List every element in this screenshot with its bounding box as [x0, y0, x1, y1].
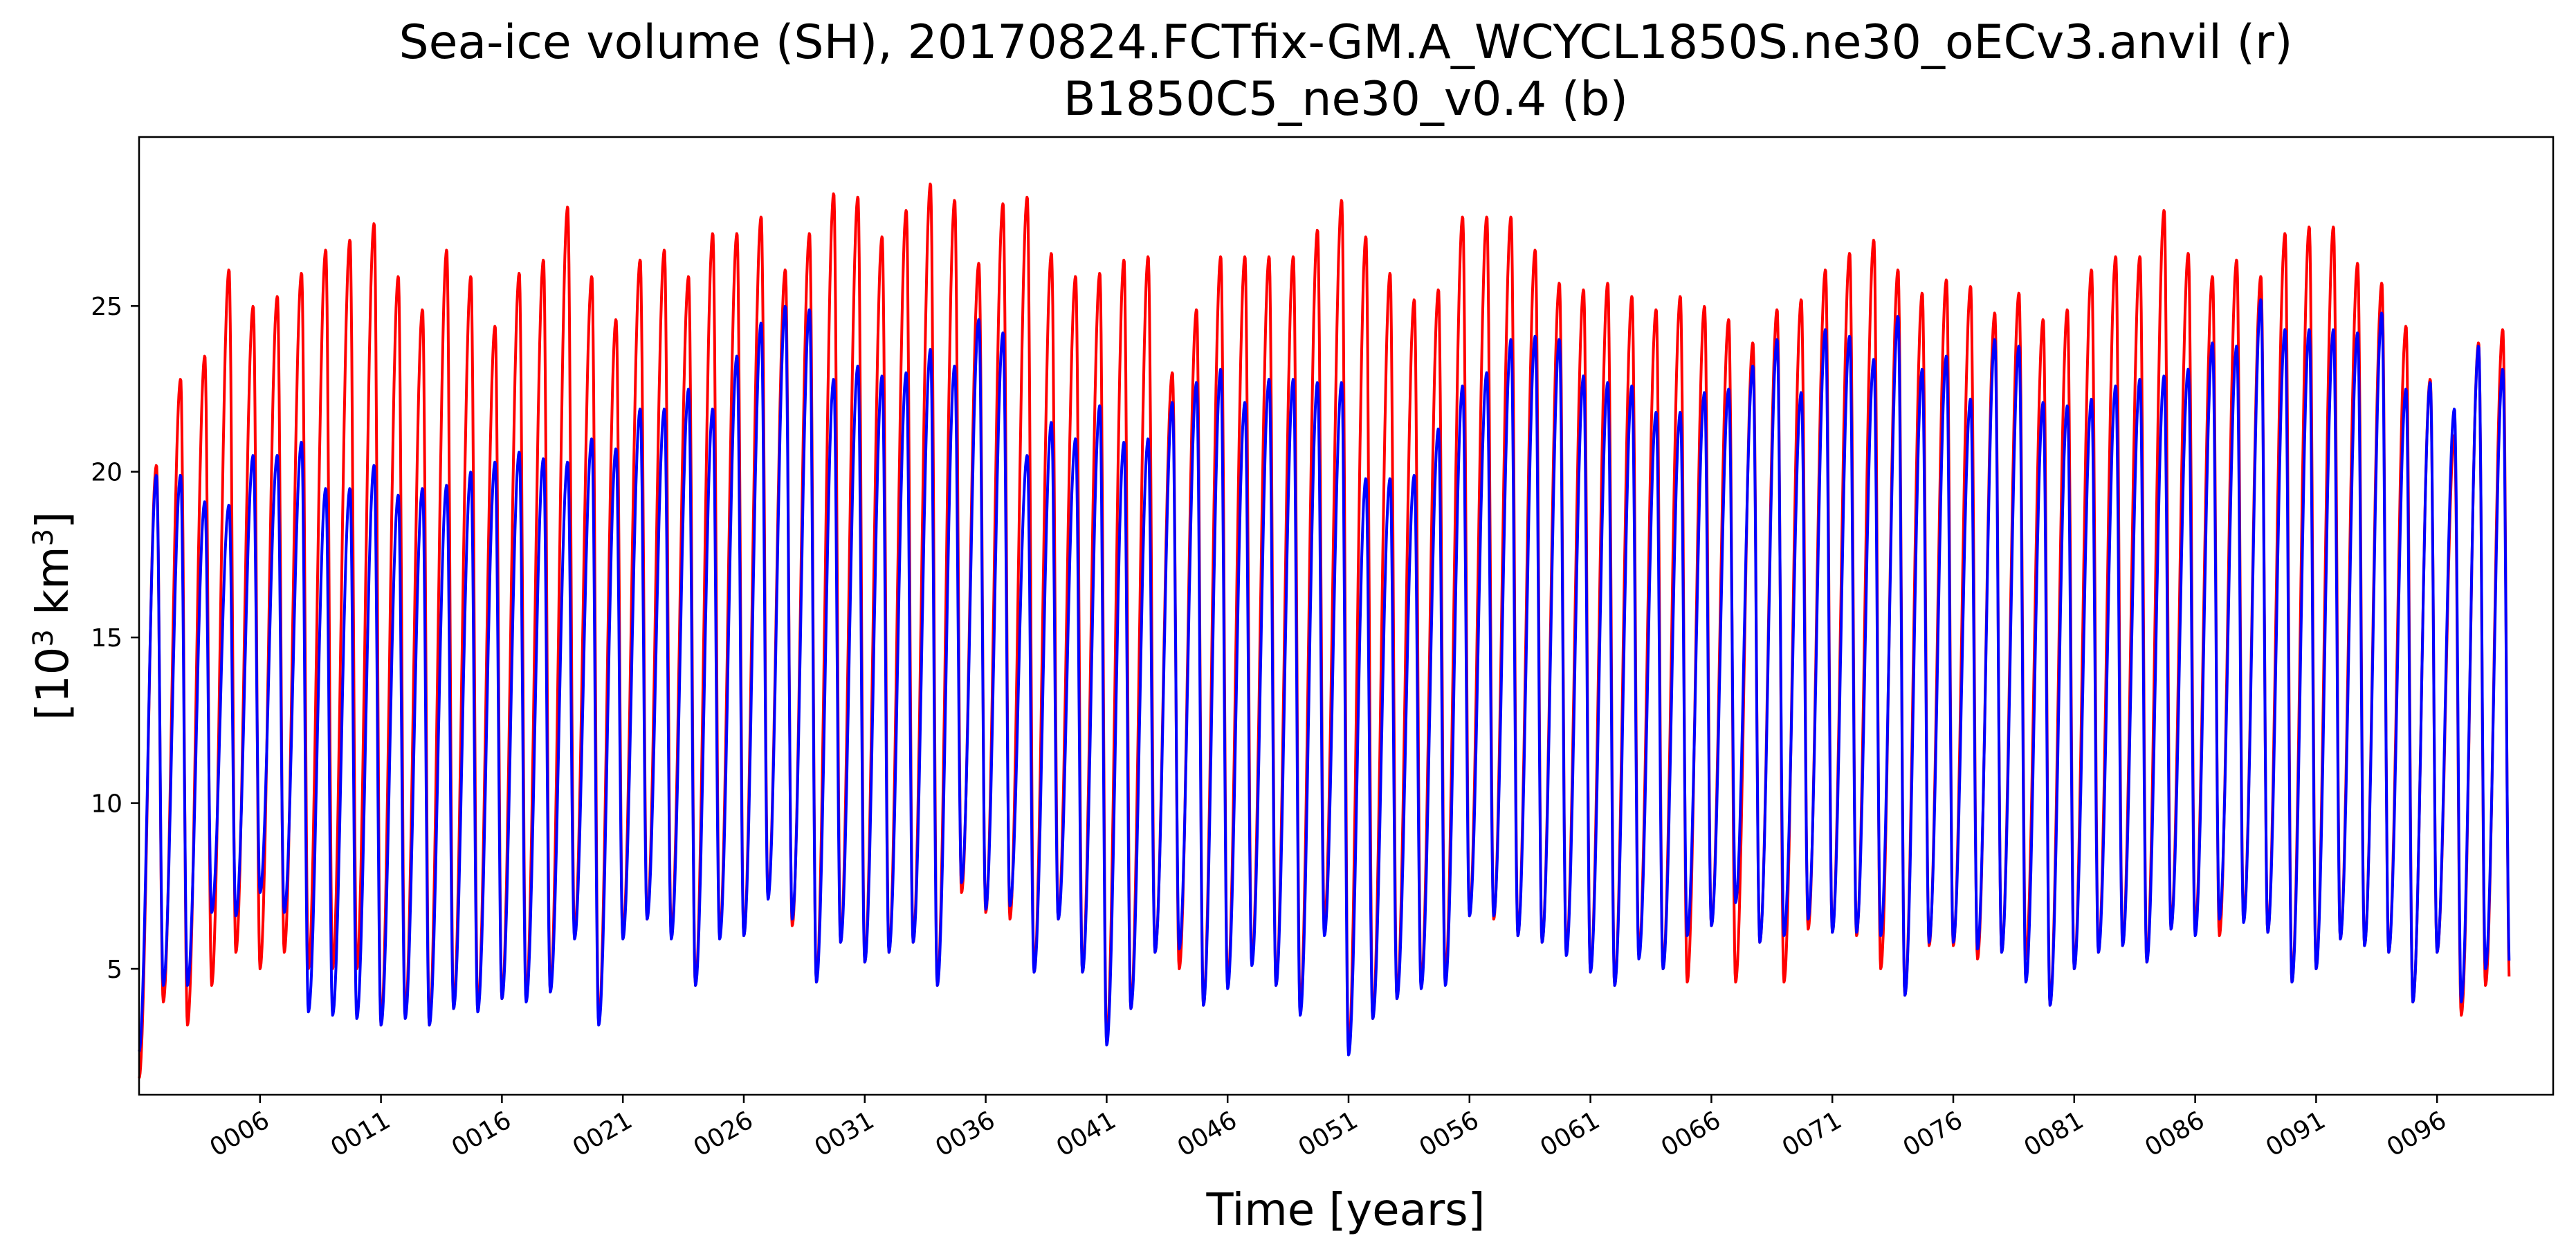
x-tick-label: 0056 [1414, 1106, 1483, 1162]
series-layer [138, 182, 2511, 1079]
x-tick-label: 0006 [205, 1106, 274, 1162]
x-tick-label: 0096 [2382, 1106, 2451, 1162]
y-axis-label: [103 km3] [28, 511, 79, 720]
x-tick-label: 0041 [1052, 1106, 1121, 1162]
x-tick-label: 0076 [1899, 1106, 1968, 1162]
plot-frame [138, 136, 2555, 1096]
chart-subtitle: B1850C5_ne30_v0.4 (b) [1063, 72, 1629, 127]
x-tick-label: 0086 [2140, 1106, 2209, 1162]
y-tick-label: 15 [91, 624, 122, 653]
x-tick-label: 0011 [326, 1106, 395, 1162]
x-axis: 0006 0011 0016 0021 0026 0031 0036 0041 0046 0051… [205, 1095, 2451, 1163]
x-tick-label: 0081 [2019, 1106, 2088, 1162]
x-tick-label: 0091 [2261, 1106, 2330, 1162]
x-tick-label: 0021 [568, 1106, 637, 1162]
y-tick-label: 25 [91, 293, 122, 321]
x-tick-label: 0016 [447, 1106, 516, 1162]
x-axis-label: Time [years] [1205, 1185, 1485, 1236]
x-tick-label: 0071 [1778, 1106, 1847, 1162]
x-tick-label: 0066 [1656, 1106, 1726, 1162]
y-tick-label: 10 [91, 790, 122, 819]
x-tick-label: 0046 [1173, 1106, 1242, 1162]
x-tick-label: 0031 [810, 1106, 879, 1162]
x-tick-label: 0051 [1294, 1106, 1363, 1162]
chart-title: Sea-ice volume (SH), 20170824.FCTfix-GM.… [399, 15, 2293, 70]
series-line-0 [138, 182, 2511, 1079]
x-tick-label: 0026 [689, 1106, 758, 1162]
x-tick-label: 0061 [1535, 1106, 1605, 1162]
x-tick-label: 0036 [931, 1106, 1000, 1162]
series-line-1 [138, 298, 2511, 1057]
y-tick-label: 5 [107, 956, 122, 984]
y-tick-label: 20 [91, 459, 122, 487]
y-axis: 5 10 15 20 25 [91, 293, 139, 984]
